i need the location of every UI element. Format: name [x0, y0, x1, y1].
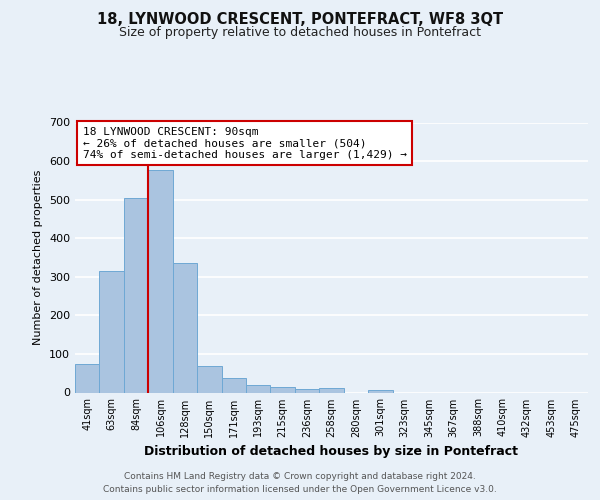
Text: Contains public sector information licensed under the Open Government Licence v3: Contains public sector information licen…	[103, 485, 497, 494]
Bar	[148, 170, 173, 392]
Bar	[221, 378, 246, 392]
Bar	[368, 390, 392, 392]
Bar	[75, 364, 100, 392]
Bar	[197, 366, 221, 392]
Bar	[319, 388, 344, 392]
X-axis label: Distribution of detached houses by size in Pontefract: Distribution of detached houses by size …	[145, 445, 518, 458]
Bar	[100, 271, 124, 392]
Text: 18 LYNWOOD CRESCENT: 90sqm
← 26% of detached houses are smaller (504)
74% of sem: 18 LYNWOOD CRESCENT: 90sqm ← 26% of deta…	[83, 126, 407, 160]
Bar	[246, 385, 271, 392]
Text: 18, LYNWOOD CRESCENT, PONTEFRACT, WF8 3QT: 18, LYNWOOD CRESCENT, PONTEFRACT, WF8 3Q…	[97, 12, 503, 28]
Bar	[124, 198, 148, 392]
Bar	[271, 386, 295, 392]
Text: Size of property relative to detached houses in Pontefract: Size of property relative to detached ho…	[119, 26, 481, 39]
Bar	[173, 264, 197, 392]
Text: Contains HM Land Registry data © Crown copyright and database right 2024.: Contains HM Land Registry data © Crown c…	[124, 472, 476, 481]
Bar	[295, 388, 319, 392]
Y-axis label: Number of detached properties: Number of detached properties	[34, 170, 43, 345]
